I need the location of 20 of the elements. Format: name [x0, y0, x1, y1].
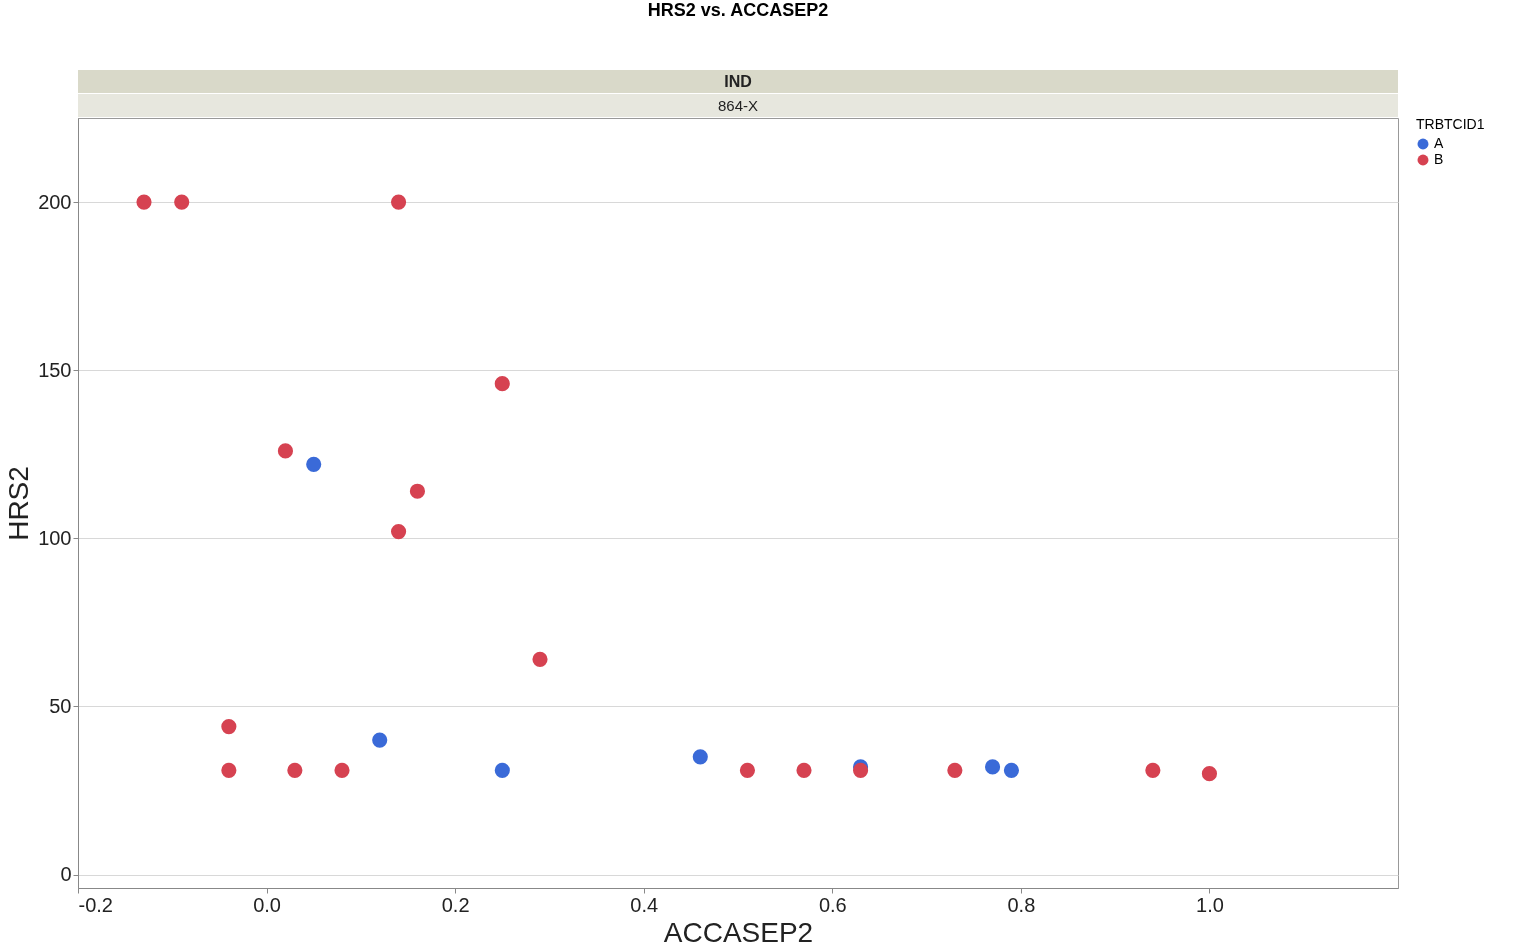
- x-tick-label: 0.8: [1007, 893, 1036, 916]
- x-tick-label: 0.4: [630, 893, 659, 916]
- legend-label: A: [1434, 135, 1444, 151]
- y-tick-label: 0: [60, 863, 72, 886]
- y-tick-label: 150: [38, 358, 72, 381]
- y-tick-label: 200: [38, 190, 72, 213]
- legend-title: TRBTCID1: [1416, 116, 1485, 132]
- text: 864-X: [717, 97, 759, 114]
- x-axis-title: ACCASEP2: [663, 916, 814, 946]
- y-axis-title: HRS2: [3, 466, 35, 541]
- legend-label: B: [1434, 151, 1444, 167]
- x-tick-label: 1.0: [1196, 893, 1224, 916]
- y-tick-label: 100: [38, 526, 72, 549]
- x-tick-label: -0.2: [78, 893, 113, 916]
- chart-title: HRS2 vs. ACCASEP2: [647, 0, 829, 20]
- y-tick-label: 50: [49, 694, 72, 717]
- text: IND: [724, 73, 752, 90]
- x-tick-label: 0.6: [818, 893, 847, 916]
- x-tick-label: 0.2: [441, 893, 470, 916]
- x-tick-label: 0.0: [253, 893, 281, 916]
